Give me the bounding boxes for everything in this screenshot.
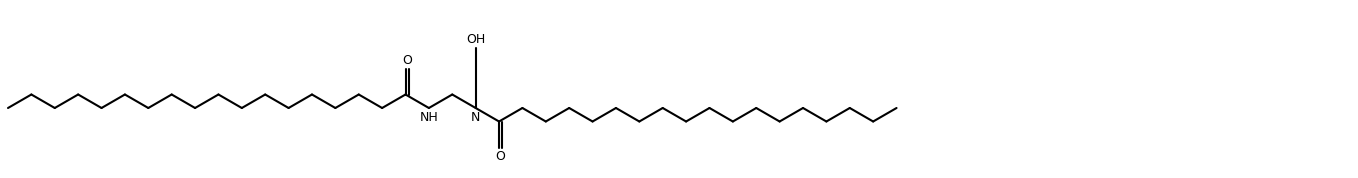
Text: OH: OH [466,33,485,46]
Text: O: O [496,150,505,163]
Text: N: N [471,111,481,124]
Text: O: O [402,54,411,67]
Text: NH: NH [420,111,439,124]
